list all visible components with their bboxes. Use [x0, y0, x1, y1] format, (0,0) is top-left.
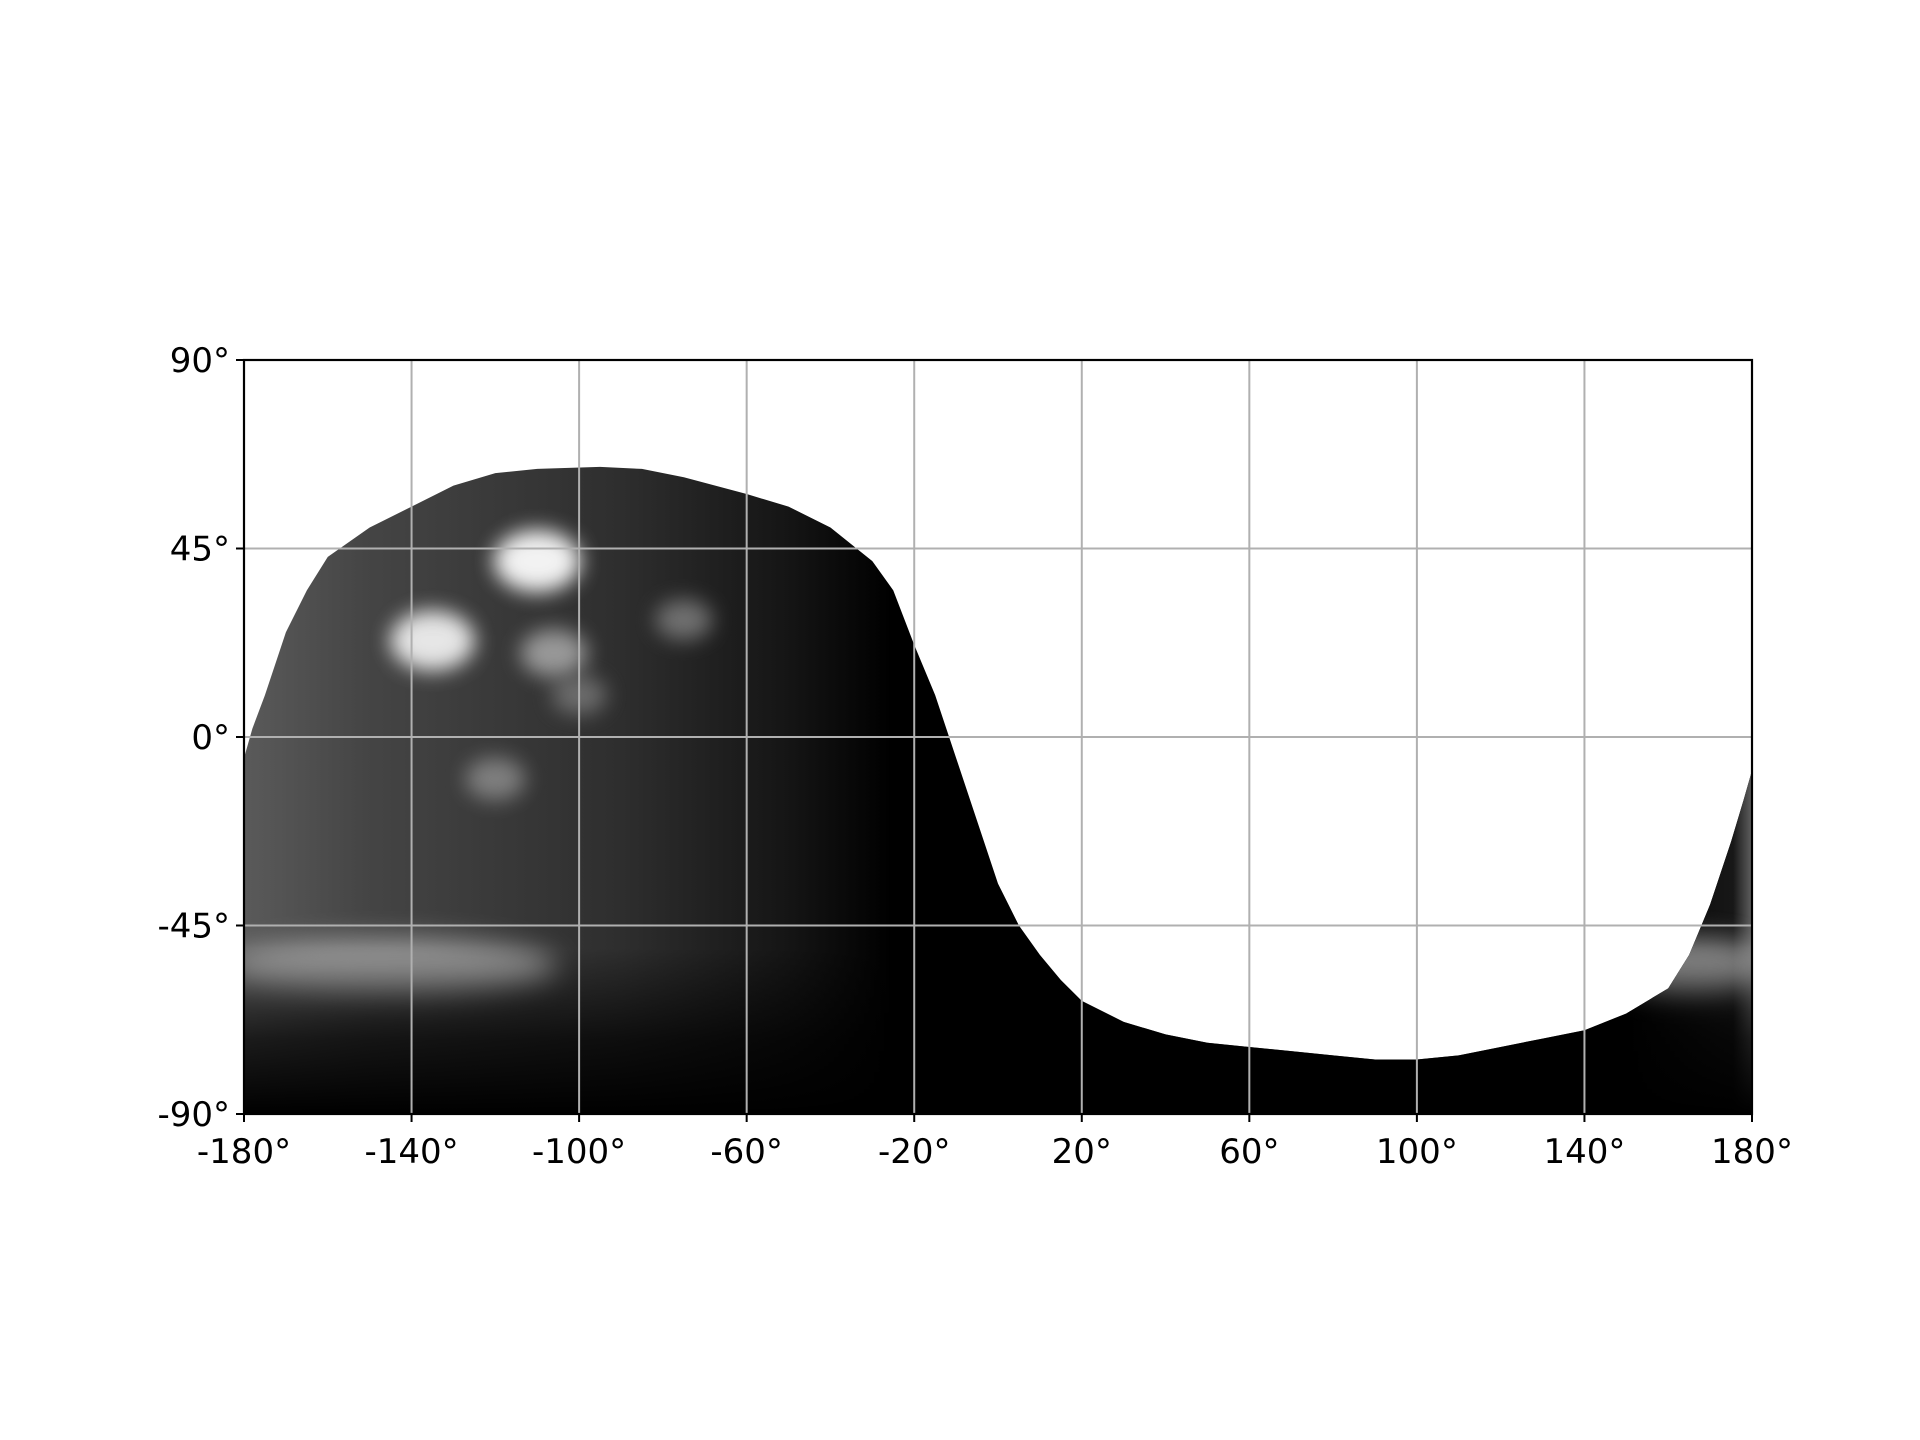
- x-tick-label: -20°: [878, 1132, 951, 1172]
- x-tick-label: -100°: [532, 1132, 626, 1172]
- x-tick-label: 60°: [1219, 1132, 1279, 1172]
- x-tick-label: 140°: [1543, 1132, 1625, 1172]
- y-tick-label: -90°: [157, 1095, 230, 1135]
- y-tick-label: -45°: [157, 907, 230, 947]
- x-tick-label: -60°: [710, 1132, 783, 1172]
- x-tick-label: 180°: [1711, 1132, 1793, 1172]
- x-tick-label: 100°: [1376, 1132, 1458, 1172]
- y-tick-label: 45°: [170, 530, 230, 570]
- x-tick-label: -180°: [197, 1132, 291, 1172]
- y-tick-label: 0°: [191, 718, 230, 758]
- x-tick-label: -140°: [364, 1132, 458, 1172]
- y-tick-label: 90°: [170, 341, 230, 381]
- x-tick-label: 20°: [1052, 1132, 1112, 1172]
- axis-ticks: -180° -140° -100° -60° -20° 20° 60° 100° 140° 180…: [157, 341, 1793, 1172]
